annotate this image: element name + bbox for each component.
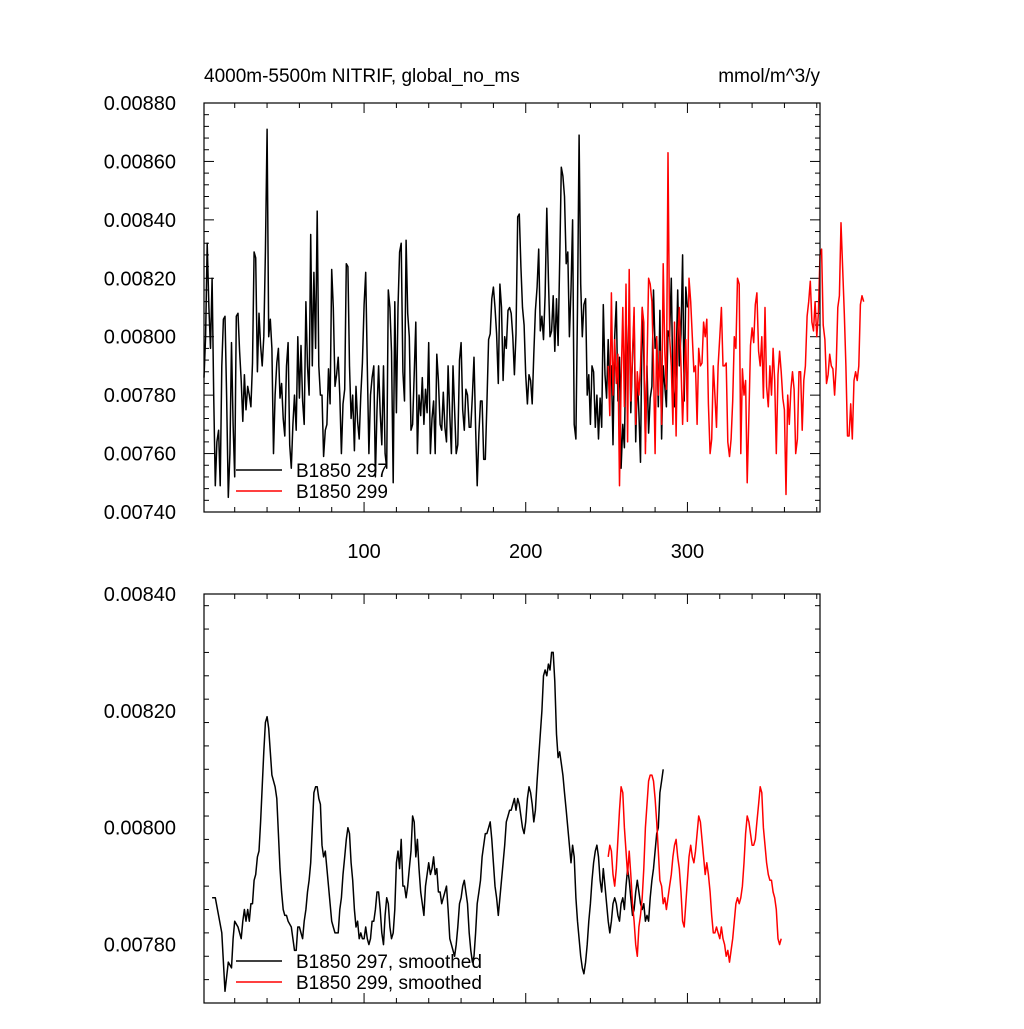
bottom-panel-y-tick-labels: 0.00780 0.00800 0.00820 0.00840	[104, 584, 176, 957]
x-tick-label: 200	[509, 541, 542, 563]
series-line-b1850-297	[203, 128, 689, 499]
bottom-panel: 0.00780 0.00800 0.00820 0.00840 B1850 297, …	[104, 584, 821, 1004]
legend-label-b1850-299-smoothed: B1850 299, smoothed	[296, 973, 482, 994]
bottom-panel-legend: B1850 297, smoothed B1850 299, smoothed	[236, 952, 482, 994]
bottom-panel-series	[212, 651, 782, 993]
x-tick-label: 300	[671, 541, 704, 563]
y-tick-label: 0.00760	[104, 444, 176, 466]
legend-label-b1850-297: B1850 297	[296, 461, 388, 482]
x-tick-label: 100	[347, 541, 380, 563]
top-panel-series	[203, 128, 865, 499]
top-panel-y-tick-labels: 0.00740 0.00760 0.00780 0.00800 0.00820 0.008…	[104, 93, 176, 524]
y-tick-label: 0.00780	[104, 385, 176, 407]
units-label: mmol/m^3/y	[718, 66, 820, 87]
series-line-b1850-299-smoothed	[607, 774, 782, 963]
legend-label-b1850-297-smoothed: B1850 297, smoothed	[296, 952, 482, 973]
top-panel-frame	[203, 102, 821, 513]
bottom-panel-ticks	[204, 594, 820, 1004]
series-line-b1850-299	[607, 151, 865, 496]
y-tick-label: 0.00780	[104, 935, 176, 957]
y-tick-label: 0.00840	[104, 584, 176, 606]
bottom-panel-frame	[203, 593, 821, 1004]
y-tick-label: 0.00860	[104, 151, 176, 173]
y-tick-label: 0.00880	[104, 93, 176, 115]
y-tick-label: 0.00820	[104, 701, 176, 723]
top-panel: 4000m-5500m NITRIF, global_no_ms mmol/m^…	[104, 66, 865, 563]
y-tick-label: 0.00820	[104, 268, 176, 290]
y-tick-label: 0.00740	[104, 502, 176, 524]
top-panel-legend: B1850 297 B1850 299	[236, 461, 388, 503]
legend-label-b1850-299: B1850 299	[296, 482, 388, 503]
y-tick-label: 0.00800	[104, 818, 176, 840]
top-panel-ticks	[204, 102, 820, 513]
y-tick-label: 0.00800	[104, 327, 176, 349]
y-tick-label: 0.00840	[104, 210, 176, 232]
top-panel-x-tick-labels: 100 200 300	[347, 541, 704, 563]
series-line-b1850-297-smoothed	[212, 651, 664, 993]
chart-title: 4000m-5500m NITRIF, global_no_ms	[204, 66, 520, 87]
